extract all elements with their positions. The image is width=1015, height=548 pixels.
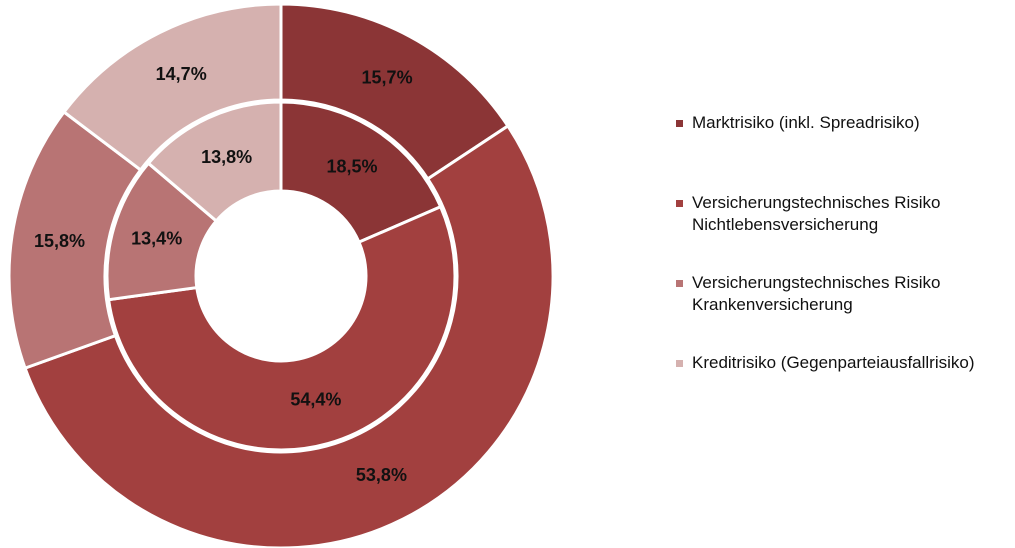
donut-segment [106, 204, 457, 452]
data-label: 14,7% [156, 64, 207, 84]
legend-entry: Kreditrisiko (Gegenparteiausfallrisiko) [676, 352, 1011, 432]
legend-entry: Versicherungstechnisches Risiko Krankenv… [676, 272, 1011, 352]
data-label: 15,8% [34, 231, 85, 251]
legend-label: Kreditrisiko (Gegenparteiausfallrisiko) [692, 353, 975, 372]
legend-label: Versicherungstechnisches Risiko Nichtleb… [692, 193, 941, 234]
donut-segment [61, 2, 283, 172]
legend-swatch [676, 200, 683, 207]
donut-segment [146, 100, 283, 224]
legend-entry: Versicherungstechnisches Risiko Nichtleb… [676, 192, 1011, 272]
legend-label: Marktrisiko (inkl. Spreadrisiko) [692, 113, 920, 132]
data-label: 13,8% [201, 147, 252, 167]
legend-label: Versicherungstechnisches Risiko Krankenv… [692, 273, 941, 314]
donut-area: 15,7% 53,8% 15,8% 14,7% 18,5% 54,4% 13,4% 13,8% [7, 2, 555, 548]
donut-segment [279, 100, 443, 245]
legend-entry: Marktrisiko (inkl. Spreadrisiko) [676, 112, 1011, 192]
data-label: 18,5% [327, 156, 378, 176]
data-label: 53,8% [356, 465, 407, 485]
data-label: 13,4% [131, 228, 182, 248]
donut-segment [23, 123, 555, 548]
legend-swatch [676, 280, 683, 287]
legend-swatch [676, 120, 683, 127]
data-label: 15,7% [362, 67, 413, 87]
legend: Marktrisiko (inkl. Spreadrisiko) Versiche… [676, 112, 1011, 432]
data-label: 54,4% [290, 389, 341, 409]
legend-swatch [676, 360, 683, 367]
